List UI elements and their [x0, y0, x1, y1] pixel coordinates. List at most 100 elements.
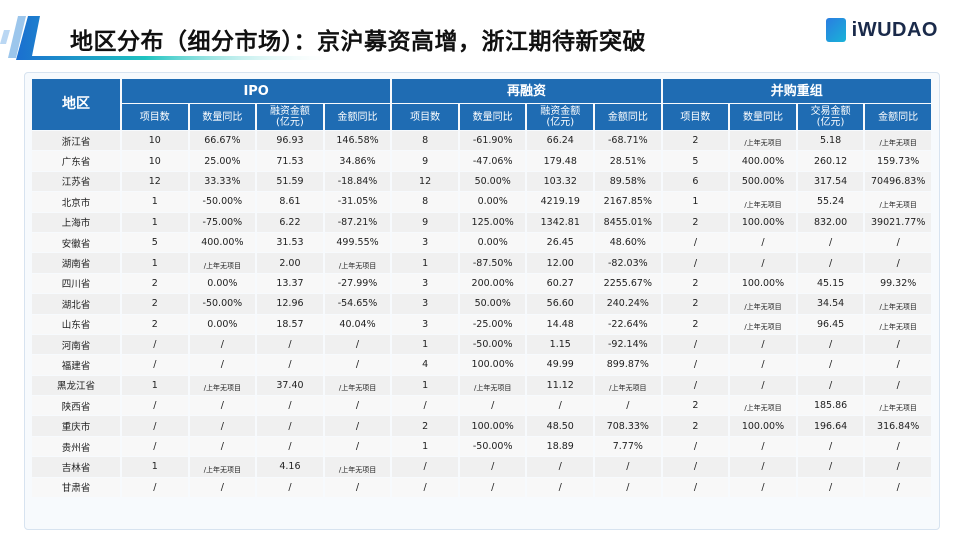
data-cell: 899.87%: [595, 355, 661, 375]
data-cell: -61.90%: [459, 131, 526, 151]
subheader: 数量同比: [459, 104, 526, 130]
data-cell: /: [527, 477, 594, 498]
data-cell: -92.14%: [595, 334, 661, 355]
data-cell: 2167.85%: [595, 192, 661, 212]
region-cell: 山东省: [32, 314, 120, 334]
subheader: 融资金额 (亿元): [527, 104, 594, 130]
subheader: 融资金额 (亿元): [257, 104, 323, 130]
subheader: 项目数: [662, 104, 729, 130]
data-cell: /: [662, 253, 729, 273]
region-cell: 安徽省: [32, 232, 120, 253]
data-cell: /: [797, 436, 864, 457]
data-cell: 708.33%: [595, 416, 661, 436]
data-cell: /: [324, 436, 391, 457]
data-cell: 103.32: [527, 171, 594, 192]
no-prior-year-note: /上年无项目: [730, 192, 796, 212]
subheader: 项目数: [392, 104, 458, 130]
data-cell: /: [595, 457, 661, 477]
data-cell: /: [189, 334, 256, 355]
data-cell: 89.58%: [595, 171, 661, 192]
data-cell: -25.00%: [459, 314, 526, 334]
data-cell: 2: [662, 131, 729, 151]
data-cell: 196.64: [797, 416, 864, 436]
data-cell: 48.60%: [595, 232, 661, 253]
data-cell: 5: [662, 151, 729, 171]
region-cell: 吉林省: [32, 457, 120, 477]
data-cell: 1: [122, 253, 188, 273]
data-cell: 7.77%: [595, 436, 661, 457]
data-cell: -82.03%: [595, 253, 661, 273]
data-cell: 96.45: [797, 314, 864, 334]
data-cell: /: [324, 477, 391, 498]
data-cell: 9: [392, 151, 458, 171]
data-cell: 6.22: [257, 212, 323, 232]
data-cell: /: [865, 375, 931, 396]
data-cell: 10: [122, 151, 188, 171]
no-prior-year-note: /上年无项目: [459, 375, 526, 396]
data-cell: 100.00%: [730, 212, 796, 232]
data-cell: 260.12: [797, 151, 864, 171]
data-cell: 96.93: [257, 131, 323, 151]
data-cell: 4.16: [257, 457, 323, 477]
data-cell: 34.54: [797, 294, 864, 314]
data-cell: 8455.01%: [595, 212, 661, 232]
region-cell: 陕西省: [32, 396, 120, 416]
data-cell: 1: [392, 375, 458, 396]
data-cell: -87.21%: [324, 212, 391, 232]
brand-logo: iWUDAO: [825, 18, 938, 42]
data-cell: -54.65%: [324, 294, 391, 314]
data-cell: 18.89: [527, 436, 594, 457]
data-cell: -87.50%: [459, 253, 526, 273]
no-prior-year-note: /上年无项目: [865, 131, 931, 151]
data-cell: 316.84%: [865, 416, 931, 436]
data-cell: 0.00%: [189, 273, 256, 294]
data-cell: /: [189, 396, 256, 416]
data-cell: 1342.81: [527, 212, 594, 232]
table-row: 吉林省 1/上年无项目 4.16/上年无项目 / / / / / / / /: [32, 457, 931, 477]
data-cell: 56.60: [527, 294, 594, 314]
header-group-ipo: IPO: [122, 79, 391, 103]
no-prior-year-note: /上年无项目: [189, 253, 256, 273]
data-cell: 4: [392, 355, 458, 375]
table-row: 广东省 10 25.00% 71.53 34.86% 9 -47.06% 179.48 28.5…: [32, 151, 931, 171]
region-cell: 黑龙江省: [32, 375, 120, 396]
data-cell: /: [865, 477, 931, 498]
region-cell: 河南省: [32, 334, 120, 355]
data-cell: 66.24: [527, 131, 594, 151]
data-cell: /: [730, 436, 796, 457]
table-row: 江苏省 12 33.33% 51.59 -18.84% 12 50.00% 103.32 89.…: [32, 171, 931, 192]
data-cell: 55.24: [797, 192, 864, 212]
subheader: 交易金额 (亿元): [797, 104, 864, 130]
data-cell: -50.00%: [459, 334, 526, 355]
table-row: 湖南省 1/上年无项目 2.00/上年无项目 1 -87.50% 12.00 -82.03%…: [32, 253, 931, 273]
no-prior-year-note: /上年无项目: [865, 314, 931, 334]
data-cell: /: [595, 396, 661, 416]
data-cell: 200.00%: [459, 273, 526, 294]
table-row: 北京市 1 -50.00% 8.61 -31.05% 8 0.00% 4219.19 2167.…: [32, 192, 931, 212]
data-cell: 4219.19: [527, 192, 594, 212]
data-cell: /: [865, 253, 931, 273]
data-cell: 33.33%: [189, 171, 256, 192]
data-cell: 100.00%: [730, 273, 796, 294]
data-cell: 1: [392, 253, 458, 273]
data-cell: 2.00: [257, 253, 323, 273]
table-row: 陕西省 / / / / / / //2/上年无项目 185.86/上年无项目: [32, 396, 931, 416]
data-cell: /: [662, 436, 729, 457]
data-cell: 2: [662, 416, 729, 436]
region-cell: 浙江省: [32, 131, 120, 151]
data-cell: 66.67%: [189, 131, 256, 151]
data-cell: 50.00%: [459, 294, 526, 314]
data-cell: 34.86%: [324, 151, 391, 171]
data-cell: 12: [122, 171, 188, 192]
data-cell: /: [662, 375, 729, 396]
no-prior-year-note: /上年无项目: [730, 131, 796, 151]
page-title: 地区分布（细分市场）：京沪募资高增，浙江期待新突破: [70, 29, 646, 55]
data-cell: 2: [662, 212, 729, 232]
data-cell: 2: [662, 273, 729, 294]
data-cell: /: [730, 355, 796, 375]
data-cell: /: [257, 477, 323, 498]
data-cell: 179.48: [527, 151, 594, 171]
table-row: 甘肃省 / / / / / / / / / / / /: [32, 477, 931, 498]
header-region: 地区: [32, 79, 120, 130]
data-cell: 240.24%: [595, 294, 661, 314]
